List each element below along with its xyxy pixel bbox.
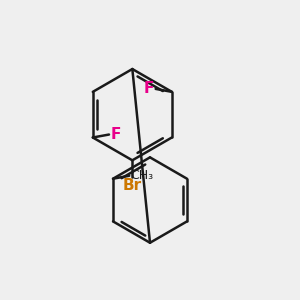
Text: CH₃: CH₃ (130, 169, 153, 182)
Text: F: F (144, 81, 154, 96)
Text: F: F (110, 127, 121, 142)
Text: Br: Br (123, 178, 142, 193)
